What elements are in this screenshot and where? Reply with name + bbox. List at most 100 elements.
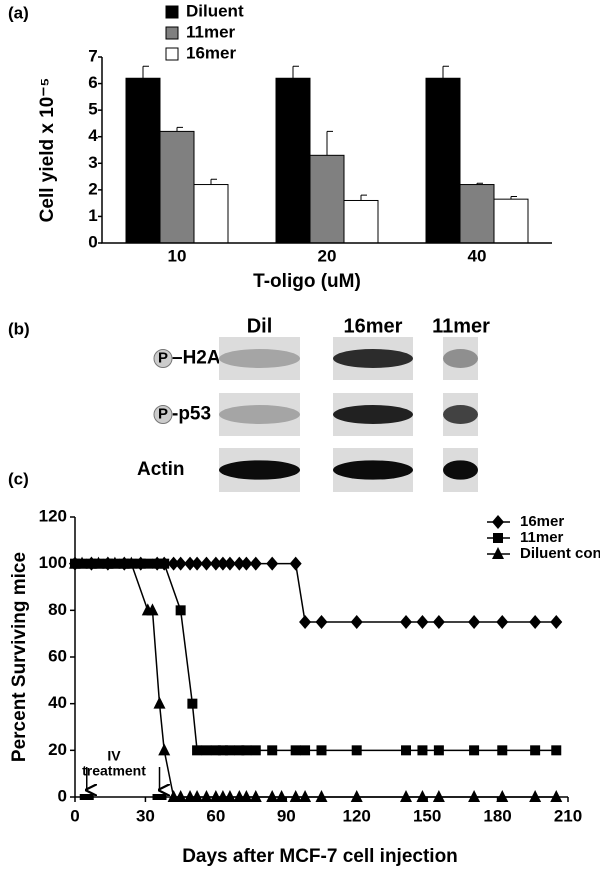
legend-label: Diluent xyxy=(186,1,244,20)
treatment-mark xyxy=(79,794,94,800)
bar xyxy=(343,199,379,244)
x-tick-label: 10 xyxy=(168,246,187,265)
point xyxy=(550,615,563,629)
point xyxy=(76,556,89,569)
point xyxy=(315,615,328,629)
x-tick-label: 30 xyxy=(136,806,155,825)
point xyxy=(158,743,171,756)
bar xyxy=(425,77,461,244)
error-bar xyxy=(510,196,517,200)
phospho-marker: P xyxy=(158,405,168,422)
row-label: –H2AX xyxy=(172,348,234,369)
point xyxy=(174,556,187,571)
point xyxy=(240,790,253,802)
y-axis-title: Cell yield x 10⁻⁵ xyxy=(37,78,58,223)
panel-label: (b) xyxy=(8,319,30,338)
column-label: 11mer xyxy=(432,315,490,337)
point xyxy=(249,556,262,571)
blot-lane xyxy=(219,337,300,380)
point xyxy=(316,745,327,756)
bar xyxy=(493,198,529,244)
y-tick-label: 6 xyxy=(88,73,97,92)
y-tick-label: 1 xyxy=(88,206,97,225)
point xyxy=(209,556,222,571)
point xyxy=(350,615,363,629)
point xyxy=(159,558,170,569)
y-tick-label: 0 xyxy=(58,786,67,805)
point xyxy=(469,745,480,756)
x-tick-label: 120 xyxy=(343,806,371,825)
error-bar xyxy=(360,194,367,201)
point xyxy=(153,696,166,709)
blot-lane xyxy=(219,393,300,436)
point xyxy=(529,615,542,629)
y-tick-label: 0 xyxy=(88,232,97,251)
annotation: IV xyxy=(107,748,121,764)
point xyxy=(267,745,278,756)
point xyxy=(191,790,204,802)
point xyxy=(551,745,562,756)
point xyxy=(400,790,413,802)
point xyxy=(300,745,311,756)
point xyxy=(496,790,509,802)
legend-marker xyxy=(492,547,504,559)
panel-label: (c) xyxy=(8,469,29,488)
point xyxy=(416,790,429,802)
y-tick-label: 80 xyxy=(48,600,67,619)
point xyxy=(289,790,302,802)
y-tick-label: 60 xyxy=(48,646,67,665)
legend-swatch xyxy=(165,5,179,19)
row-label: Actin xyxy=(137,459,185,480)
point xyxy=(266,790,279,802)
point xyxy=(175,605,186,616)
point xyxy=(146,603,159,616)
point xyxy=(216,556,229,571)
point xyxy=(496,615,509,629)
bar xyxy=(309,154,345,244)
blot-band xyxy=(219,405,300,424)
point xyxy=(432,615,445,629)
column-label: 16mer xyxy=(344,315,403,337)
x-tick-label: 60 xyxy=(206,806,225,825)
x-tick-label: 180 xyxy=(483,806,511,825)
blot-band xyxy=(443,460,478,480)
x-tick-label: 20 xyxy=(318,246,337,265)
phospho-marker: P xyxy=(158,349,168,366)
error-bar xyxy=(176,126,183,132)
point xyxy=(142,558,153,569)
point xyxy=(550,790,563,802)
point xyxy=(417,745,428,756)
point xyxy=(241,745,252,756)
point xyxy=(233,556,246,571)
point xyxy=(350,790,363,802)
point xyxy=(433,745,444,756)
blot-band xyxy=(443,405,478,424)
legend-swatch xyxy=(165,47,179,61)
annotation: treatment xyxy=(82,763,146,779)
y-tick-label: 3 xyxy=(88,153,97,172)
point xyxy=(224,745,235,756)
blot-band xyxy=(219,460,300,480)
legend-swatch xyxy=(165,26,179,40)
point xyxy=(400,615,413,629)
point xyxy=(290,745,301,756)
error-bar xyxy=(142,65,149,79)
point xyxy=(351,745,362,756)
legend-marker xyxy=(493,533,503,543)
y-tick-label: 5 xyxy=(88,100,97,119)
point xyxy=(200,556,213,571)
bar xyxy=(459,184,495,244)
series-line xyxy=(75,562,557,798)
column-label: Dil xyxy=(247,315,273,337)
blot-band xyxy=(333,405,413,424)
legend-marker xyxy=(492,515,504,529)
x-tick-label: 90 xyxy=(277,806,296,825)
point xyxy=(468,790,481,802)
y-tick-label: 7 xyxy=(88,46,97,65)
point xyxy=(240,556,253,571)
legend-label: 11mer xyxy=(520,529,564,546)
error-bar xyxy=(476,182,483,185)
point xyxy=(92,556,105,569)
phospho-icon xyxy=(153,349,173,368)
point xyxy=(108,556,121,569)
